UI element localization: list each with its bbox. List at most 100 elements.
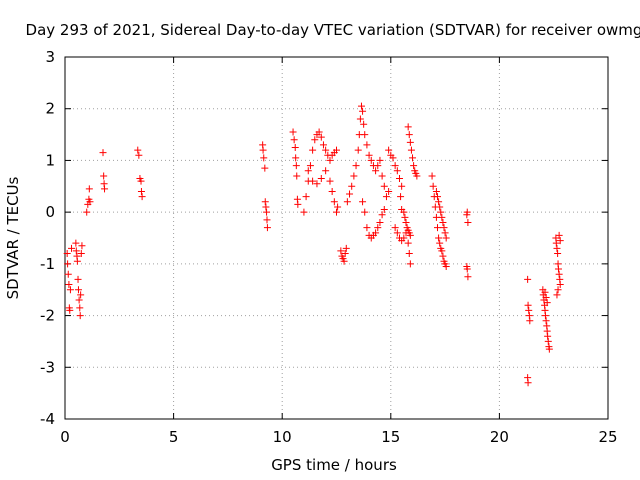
data-point — [333, 146, 340, 154]
data-point — [541, 288, 549, 296]
data-point — [378, 211, 386, 219]
data-point — [326, 177, 334, 185]
data-point — [544, 332, 552, 340]
data-point — [464, 218, 472, 226]
data-point — [554, 286, 562, 294]
grid-lines — [65, 57, 608, 419]
data-point — [543, 299, 551, 307]
data-point — [328, 187, 336, 195]
data-point — [354, 146, 362, 154]
data-point — [440, 224, 448, 232]
data-point — [322, 146, 330, 154]
data-point — [436, 203, 444, 211]
data-point — [385, 146, 393, 154]
data-point — [66, 306, 74, 314]
data-point — [393, 167, 401, 175]
x-tick-label: 20 — [490, 428, 509, 446]
y-axis-ticks: -4 -3 -2 -1 0 1 2 3 — [40, 48, 608, 428]
data-point — [300, 208, 308, 216]
data-point — [359, 198, 367, 206]
data-point — [380, 206, 388, 214]
data-point — [367, 156, 375, 164]
y-tick-label: 3 — [45, 48, 55, 66]
data-point — [63, 250, 71, 258]
data-point — [263, 208, 271, 216]
y-tick-label: -2 — [40, 307, 55, 325]
data-point — [380, 182, 388, 190]
data-point — [100, 172, 108, 180]
data-point — [382, 193, 390, 201]
data-point — [400, 234, 408, 242]
data-point — [400, 208, 408, 216]
data-point — [361, 131, 369, 139]
data-point — [429, 182, 437, 190]
x-tick-label: 10 — [273, 428, 292, 446]
data-point — [389, 154, 397, 162]
data-point — [74, 286, 82, 294]
data-point — [401, 213, 409, 221]
data-point — [135, 151, 143, 159]
data-point — [397, 193, 405, 201]
data-point — [290, 136, 298, 144]
data-point — [393, 229, 401, 237]
data-point — [309, 177, 317, 185]
data-point — [99, 149, 107, 157]
data-point — [435, 234, 443, 242]
data-point — [433, 224, 441, 232]
data-point — [376, 156, 384, 164]
data-point — [306, 162, 314, 170]
y-tick-label: -3 — [40, 358, 55, 376]
data-point — [372, 229, 380, 237]
data-point — [439, 218, 447, 226]
data-point — [391, 224, 399, 232]
data-point — [438, 247, 446, 255]
data-point — [406, 231, 414, 239]
data-point — [317, 133, 325, 141]
data-point — [317, 175, 325, 183]
data-point — [86, 198, 94, 206]
data-point — [263, 216, 271, 224]
y-tick-label: 2 — [45, 100, 55, 118]
data-point — [356, 115, 364, 123]
data-point — [261, 198, 269, 206]
data-point — [315, 128, 323, 136]
data-point — [342, 244, 350, 252]
data-point — [77, 291, 85, 299]
data-point — [76, 304, 84, 312]
data-point — [262, 203, 270, 211]
data-point — [436, 239, 444, 247]
data-point — [556, 237, 564, 245]
data-point — [360, 120, 368, 128]
data-point — [334, 203, 342, 211]
data-point — [72, 239, 80, 247]
data-point — [259, 146, 267, 154]
data-point — [68, 244, 76, 252]
data-point — [404, 239, 412, 247]
data-point — [359, 107, 367, 115]
data-point — [464, 273, 472, 281]
data-point — [376, 218, 384, 226]
data-point — [525, 306, 533, 314]
data-point — [433, 193, 441, 201]
data-point — [64, 270, 72, 278]
data-point — [66, 286, 74, 294]
data-point — [302, 193, 310, 201]
y-tick-label: 1 — [45, 151, 55, 169]
data-point — [406, 260, 414, 268]
data-point — [385, 187, 393, 195]
data-point — [340, 257, 348, 265]
data-point — [294, 200, 302, 208]
data-point — [541, 312, 549, 320]
data-point — [263, 224, 271, 232]
data-point — [73, 257, 81, 265]
data-point — [74, 275, 82, 283]
data-point — [261, 164, 269, 172]
data-point — [435, 198, 443, 206]
data-point — [357, 102, 365, 110]
data-point — [442, 234, 450, 242]
plot-border — [64, 56, 609, 420]
data-point — [341, 250, 349, 258]
data-point — [304, 167, 312, 175]
data-point — [330, 198, 338, 206]
